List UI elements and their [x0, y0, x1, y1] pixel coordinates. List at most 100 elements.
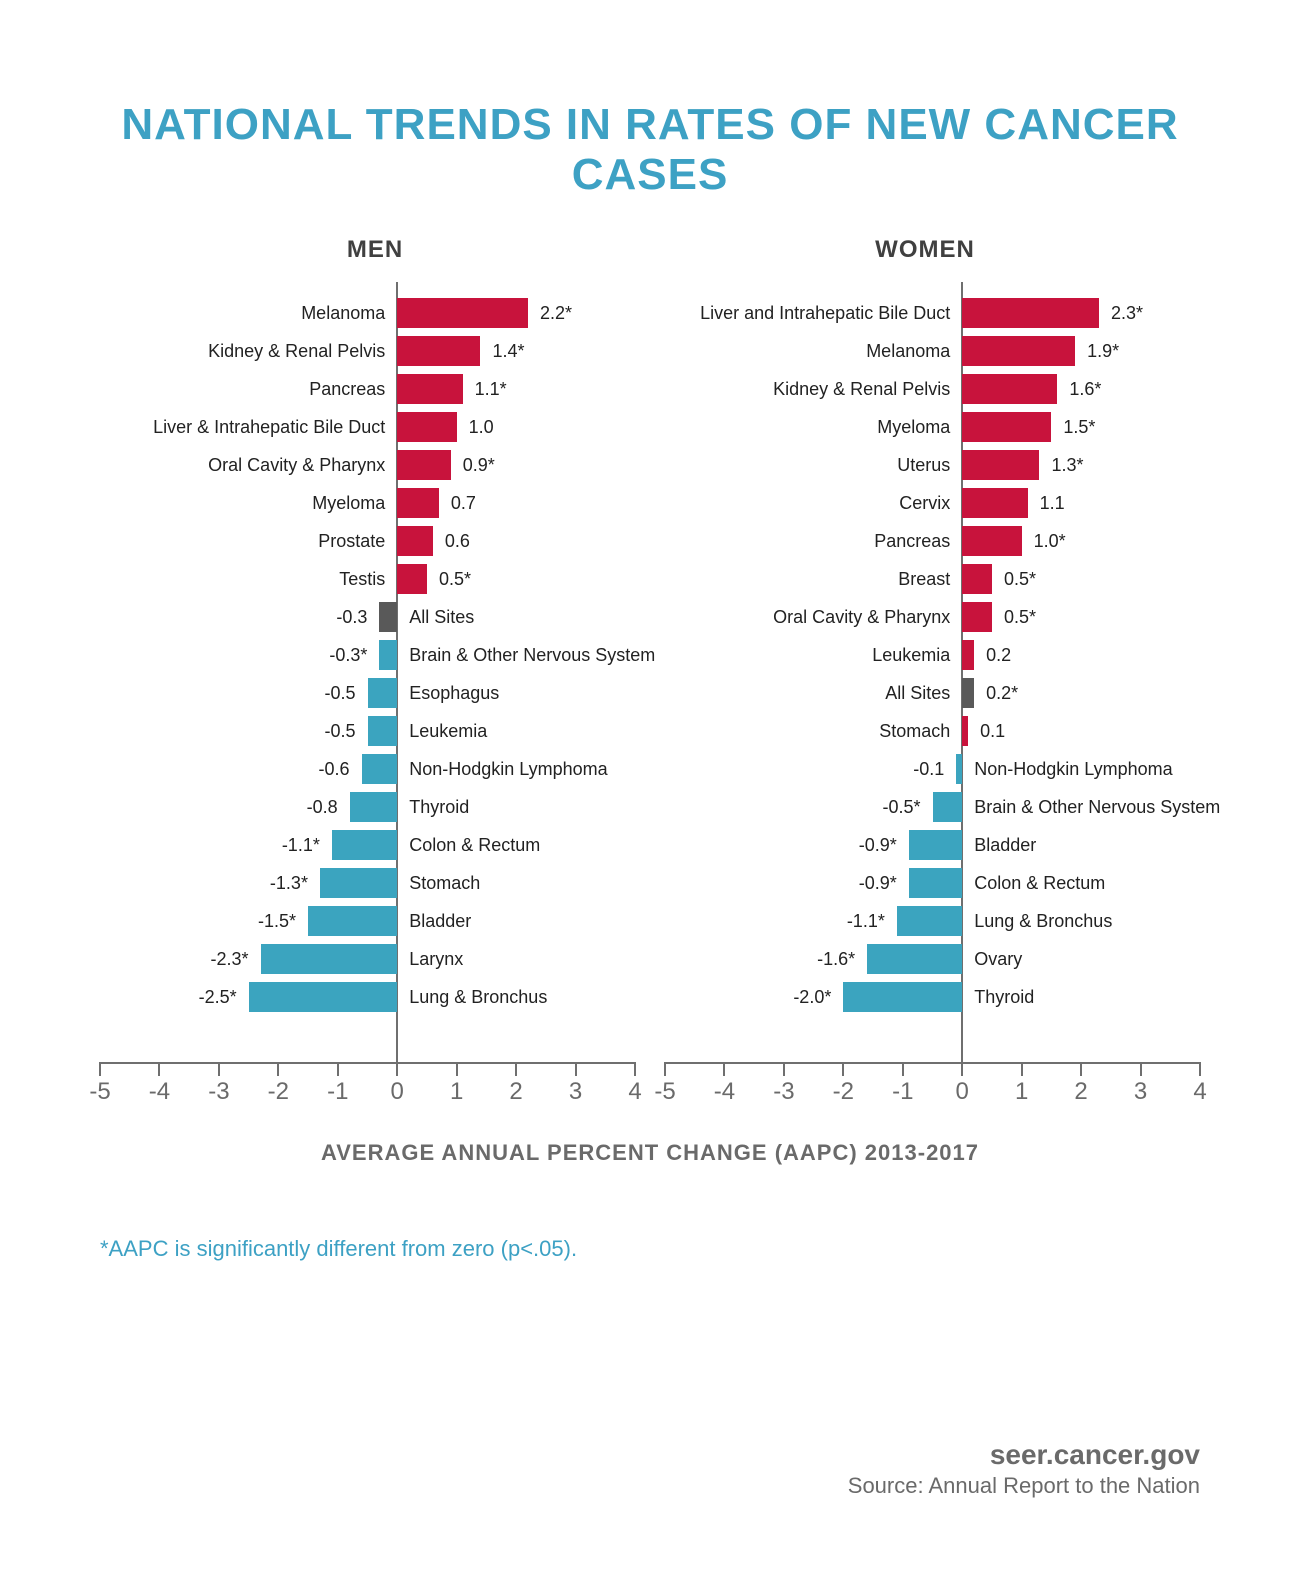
bar: [397, 564, 427, 594]
value-label: 0.5*: [1004, 560, 1036, 598]
category-label: Brain & Other Nervous System: [409, 636, 655, 674]
bar-row: Myeloma0.7: [100, 484, 635, 522]
category-label: Myeloma: [877, 408, 950, 446]
x-tick: [1199, 1062, 1201, 1076]
bar-row: Colon & Rectum-1.1*: [100, 826, 635, 864]
x-tick-label: -3: [773, 1078, 794, 1106]
bar: [397, 450, 451, 480]
x-tick: [723, 1062, 725, 1076]
bar-row: Colon & Rectum-0.9*: [665, 864, 1200, 902]
value-label: 1.1*: [475, 370, 507, 408]
x-tick-label: 1: [1015, 1078, 1028, 1106]
value-label: -2.5*: [199, 978, 237, 1016]
x-tick: [158, 1062, 160, 1076]
x-tick: [1140, 1062, 1142, 1076]
bar: [962, 450, 1039, 480]
bar-row: Myeloma1.5*: [665, 408, 1200, 446]
bar: [308, 906, 397, 936]
category-label: Pancreas: [309, 370, 385, 408]
x-axis-title: AVERAGE ANNUAL PERCENT CHANGE (AAPC) 201…: [100, 1140, 1200, 1166]
category-label: All Sites: [885, 674, 950, 712]
x-tick-label: 2: [1074, 1078, 1087, 1106]
bar-row: Larynx -2.3*: [100, 940, 635, 978]
x-tick: [634, 1062, 636, 1076]
bar: [962, 640, 974, 670]
value-label: -2.0*: [793, 978, 831, 1016]
charts-container: Melanoma2.2*Kidney & Renal Pelvis1.4*Pan…: [100, 282, 1200, 1122]
category-label: Kidney & Renal Pelvis: [773, 370, 950, 408]
category-label: Oral Cavity & Pharynx: [773, 598, 950, 636]
x-tick: [961, 1062, 963, 1076]
x-tick: [456, 1062, 458, 1076]
value-label: -0.9*: [859, 826, 897, 864]
value-label: 0.6: [445, 522, 470, 560]
x-axis-line: [100, 1062, 635, 1064]
bar-row: All Sites -0.3: [100, 598, 635, 636]
x-tick-label: -1: [892, 1078, 913, 1106]
category-label: Stomach: [409, 864, 480, 902]
bar: [397, 298, 528, 328]
bar: [962, 678, 974, 708]
value-label: -0.1: [913, 750, 944, 788]
value-label: 2.2*: [540, 294, 572, 332]
value-label: -0.3: [336, 598, 367, 636]
x-tick-label: 4: [628, 1078, 641, 1106]
category-label: Ovary: [974, 940, 1022, 978]
bar-row: Leukemia0.2: [665, 636, 1200, 674]
bar: [962, 526, 1021, 556]
value-label: 1.6*: [1069, 370, 1101, 408]
chart-men: Melanoma2.2*Kidney & Renal Pelvis1.4*Pan…: [100, 282, 635, 1122]
value-label: 1.3*: [1052, 446, 1084, 484]
category-label: Larynx: [409, 940, 463, 978]
bar-row: Melanoma2.2*: [100, 294, 635, 332]
category-label: Melanoma: [866, 332, 950, 370]
value-label: -1.6*: [817, 940, 855, 978]
bar: [962, 412, 1051, 442]
source-block: seer.cancer.gov Source: Annual Report to…: [848, 1439, 1200, 1499]
x-tick: [99, 1062, 101, 1076]
plot-area: Liver and Intrahepatic Bile Duct2.3*Mela…: [665, 282, 1200, 1042]
bar-row: Liver & Intrahepatic Bile Duct1.0: [100, 408, 635, 446]
bar: [379, 602, 397, 632]
bar: [368, 678, 398, 708]
value-label: 0.2: [986, 636, 1011, 674]
bar-row: Pancreas 1.1*: [100, 370, 635, 408]
bar: [397, 412, 456, 442]
category-label: Lung & Bronchus: [409, 978, 547, 1016]
bar-row: Bladder-0.9*: [665, 826, 1200, 864]
x-tick: [575, 1062, 577, 1076]
category-label: Kidney & Renal Pelvis: [208, 332, 385, 370]
x-tick-label: 3: [1134, 1078, 1147, 1106]
x-tick-label: -3: [208, 1078, 229, 1106]
bar-row: Non-Hodgkin Lymphoma-0.6: [100, 750, 635, 788]
x-tick-label: -5: [654, 1078, 675, 1106]
bar: [397, 336, 480, 366]
bar-row: Brain & Other Nervous System-0.5*: [665, 788, 1200, 826]
value-label: 1.4*: [492, 332, 524, 370]
value-label: -1.3*: [270, 864, 308, 902]
bar-row: Kidney & Renal Pelvis 1.6*: [665, 370, 1200, 408]
value-label: 0.1: [980, 712, 1005, 750]
x-tick-label: -5: [89, 1078, 110, 1106]
category-label: Thyroid: [409, 788, 469, 826]
x-axis: -5-4-3-2-101234: [665, 1062, 1200, 1122]
category-label: All Sites: [409, 598, 474, 636]
value-label: -0.6: [319, 750, 350, 788]
category-label: Bladder: [409, 902, 471, 940]
value-label: -0.5: [324, 674, 355, 712]
x-tick-label: 3: [569, 1078, 582, 1106]
x-tick: [218, 1062, 220, 1076]
x-tick: [1021, 1062, 1023, 1076]
category-label: Colon & Rectum: [409, 826, 540, 864]
x-tick-label: 0: [391, 1078, 404, 1106]
value-label: 0.9*: [463, 446, 495, 484]
bar: [350, 792, 398, 822]
bar: [320, 868, 397, 898]
x-tick: [842, 1062, 844, 1076]
value-label: -2.3*: [210, 940, 248, 978]
category-label: Testis: [339, 560, 385, 598]
panel-headings-row: MEN WOMEN: [100, 236, 1200, 264]
bar-row: Pancreas1.0*: [665, 522, 1200, 560]
category-label: Colon & Rectum: [974, 864, 1105, 902]
bar-row: All Sites0.2*: [665, 674, 1200, 712]
